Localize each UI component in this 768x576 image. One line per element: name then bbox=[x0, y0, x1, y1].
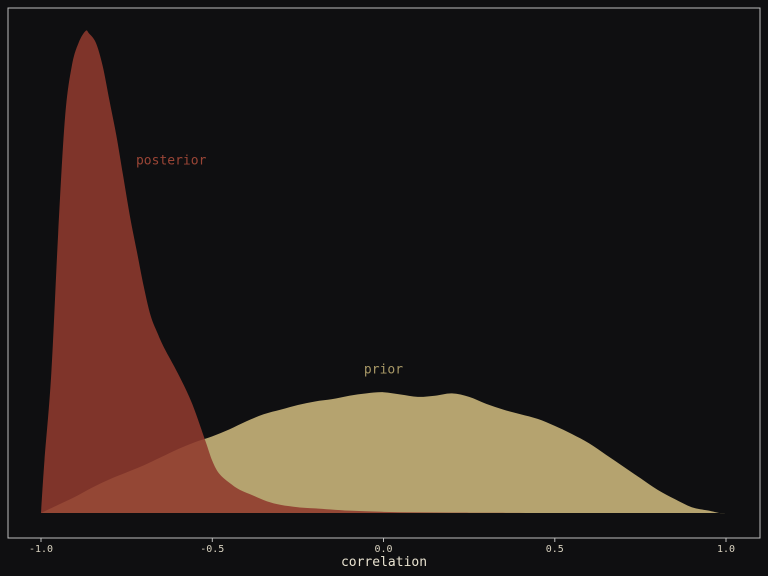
posterior-density-area bbox=[41, 30, 726, 514]
x-axis-label: correlation bbox=[341, 555, 427, 570]
series-layer bbox=[41, 30, 726, 514]
x-tick-label: 1.0 bbox=[717, 544, 735, 555]
x-tick-label: 0.5 bbox=[546, 544, 564, 555]
prior-annotation: prior bbox=[364, 363, 403, 378]
x-tick-label: -1.0 bbox=[29, 544, 53, 555]
posterior-annotation: posterior bbox=[136, 154, 207, 169]
x-axis-ticks: -1.0 -0.5 0.0 0.5 1.0 bbox=[29, 538, 735, 555]
x-tick-label: 0.0 bbox=[374, 544, 392, 555]
annotation-layer: posterior prior bbox=[136, 154, 403, 378]
x-tick-label: -0.5 bbox=[200, 544, 224, 555]
